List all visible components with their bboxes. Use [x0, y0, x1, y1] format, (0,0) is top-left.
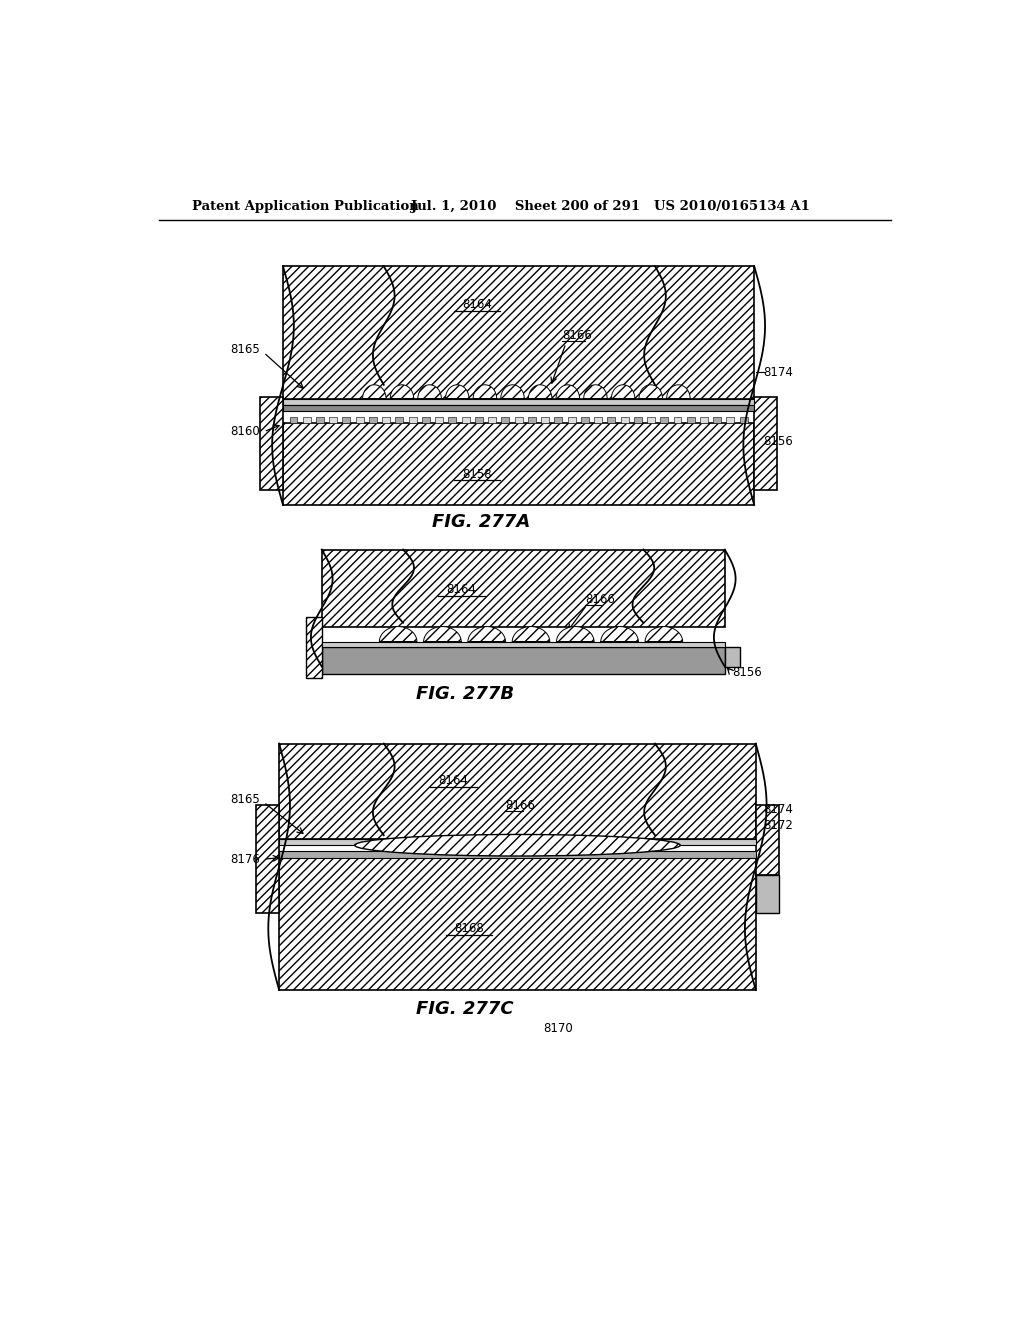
Text: 8164: 8164: [462, 298, 492, 312]
Bar: [515, 417, 522, 422]
Bar: [435, 417, 443, 422]
Bar: [409, 417, 417, 422]
Bar: [283, 422, 755, 504]
Polygon shape: [601, 627, 638, 642]
Bar: [303, 417, 310, 422]
Bar: [322, 647, 725, 675]
Bar: [280, 840, 756, 845]
Bar: [280, 743, 756, 840]
Polygon shape: [512, 627, 550, 642]
Bar: [449, 417, 457, 422]
Bar: [256, 805, 280, 913]
Text: 8164: 8164: [438, 774, 468, 787]
Bar: [322, 549, 725, 627]
Bar: [581, 417, 589, 422]
Text: 8166: 8166: [586, 593, 615, 606]
Bar: [756, 805, 779, 875]
Bar: [674, 417, 681, 422]
Text: 8168: 8168: [454, 921, 484, 935]
Bar: [621, 417, 629, 422]
Text: FIG. 277C: FIG. 277C: [417, 1001, 514, 1018]
Bar: [280, 858, 756, 990]
Polygon shape: [639, 385, 663, 399]
Polygon shape: [501, 385, 524, 399]
Polygon shape: [611, 385, 635, 399]
Bar: [355, 417, 364, 422]
Bar: [725, 647, 740, 667]
Text: 8158: 8158: [462, 467, 492, 480]
Text: 8172: 8172: [764, 820, 794, 833]
Polygon shape: [379, 627, 417, 642]
Text: 8164: 8164: [446, 583, 476, 597]
Bar: [660, 417, 669, 422]
Bar: [283, 405, 755, 411]
Bar: [687, 417, 694, 422]
Bar: [700, 417, 708, 422]
Text: 8166: 8166: [562, 329, 592, 342]
Polygon shape: [556, 385, 580, 399]
Bar: [422, 417, 430, 422]
Bar: [475, 417, 483, 422]
Bar: [342, 417, 350, 422]
Text: FIG. 277B: FIG. 277B: [416, 685, 514, 702]
Bar: [322, 642, 725, 647]
Bar: [290, 417, 297, 422]
Bar: [726, 417, 734, 422]
Bar: [502, 417, 509, 422]
Text: 8156: 8156: [764, 436, 794, 449]
Text: Jul. 1, 2010    Sheet 200 of 291   US 2010/0165134 A1: Jul. 1, 2010 Sheet 200 of 291 US 2010/01…: [411, 199, 810, 213]
Bar: [567, 417, 575, 422]
Bar: [647, 417, 655, 422]
Polygon shape: [473, 385, 497, 399]
Bar: [594, 417, 602, 422]
Bar: [541, 417, 549, 422]
Polygon shape: [390, 385, 414, 399]
Polygon shape: [424, 627, 461, 642]
Bar: [756, 874, 779, 913]
Text: 8174: 8174: [764, 366, 794, 379]
Text: 8176: 8176: [229, 853, 260, 866]
Bar: [316, 417, 324, 422]
Bar: [488, 417, 496, 422]
Bar: [283, 399, 755, 405]
Bar: [283, 267, 755, 399]
Bar: [280, 851, 756, 858]
Bar: [607, 417, 615, 422]
Polygon shape: [468, 627, 506, 642]
Text: 8174: 8174: [764, 803, 794, 816]
Polygon shape: [528, 385, 552, 399]
Text: Patent Application Publication: Patent Application Publication: [191, 199, 418, 213]
Text: 8160: 8160: [230, 425, 260, 438]
Polygon shape: [445, 385, 469, 399]
Text: 8165: 8165: [230, 792, 260, 805]
Polygon shape: [556, 627, 594, 642]
Polygon shape: [418, 385, 441, 399]
Bar: [554, 417, 562, 422]
Bar: [527, 417, 536, 422]
Bar: [714, 417, 721, 422]
Bar: [755, 397, 777, 490]
Bar: [330, 417, 337, 422]
Bar: [306, 616, 322, 678]
Ellipse shape: [354, 834, 680, 855]
Polygon shape: [362, 385, 386, 399]
Polygon shape: [667, 385, 690, 399]
Bar: [462, 417, 470, 422]
Text: 8170: 8170: [544, 1022, 573, 1035]
Bar: [634, 417, 642, 422]
Bar: [739, 417, 748, 422]
Text: 8165: 8165: [230, 343, 260, 356]
Text: 8166: 8166: [506, 799, 536, 812]
Bar: [382, 417, 390, 422]
Bar: [260, 397, 283, 490]
Text: FIG. 277A: FIG. 277A: [431, 513, 529, 531]
Bar: [395, 417, 403, 422]
Text: 8156: 8156: [732, 667, 762, 680]
Polygon shape: [584, 385, 607, 399]
Polygon shape: [645, 627, 683, 642]
Bar: [369, 417, 377, 422]
